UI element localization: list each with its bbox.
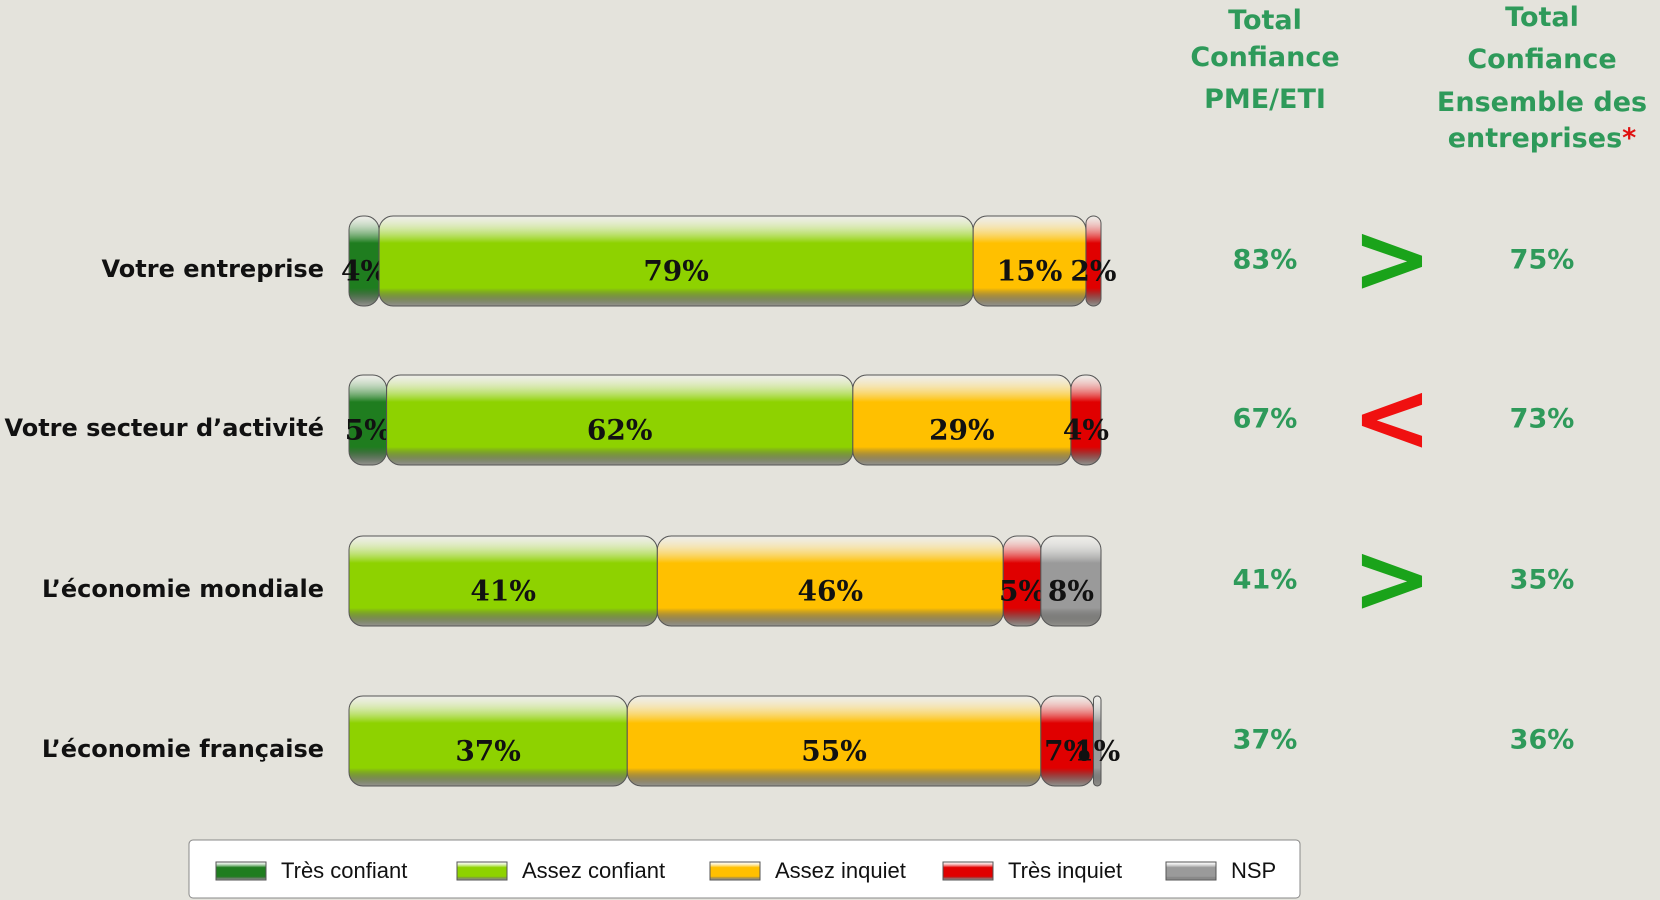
legend-swatch	[942, 861, 994, 881]
total-value: 75%	[1510, 245, 1575, 276]
category-label: L’économie française	[42, 735, 324, 763]
data-label: 15%	[997, 255, 1063, 288]
column-header: Confiance	[1467, 44, 1616, 75]
column-header-text: Total	[1505, 2, 1579, 33]
data-label: 2%	[1070, 255, 1116, 288]
data-label: 41%	[470, 575, 536, 608]
legend-swatch	[1165, 861, 1217, 881]
legend-label: Très inquiet	[1008, 858, 1122, 883]
legend-swatch	[709, 861, 761, 881]
column-header: Ensemble des	[1437, 87, 1647, 118]
column-header: entreprises*	[1448, 123, 1637, 154]
category-label: L’économie mondiale	[42, 575, 324, 603]
column-header-text: Confiance	[1467, 44, 1616, 75]
total-value: 67%	[1233, 404, 1298, 435]
total-value: 83%	[1233, 245, 1298, 276]
footnote-mark: *	[1622, 123, 1636, 154]
legend-label: Assez inquiet	[775, 858, 906, 883]
legend-label: Assez confiant	[522, 858, 665, 883]
data-label: 29%	[929, 414, 995, 447]
bar-segment	[1092, 695, 1102, 787]
data-label: 62%	[587, 414, 653, 447]
category-label: Votre entreprise	[102, 255, 324, 283]
comparison-symbol: <	[1352, 361, 1432, 473]
column-header: PME/ETI	[1204, 84, 1326, 115]
column-header: Total	[1505, 2, 1579, 33]
data-label: 5%	[345, 414, 391, 447]
total-value: 41%	[1233, 565, 1298, 596]
bar-segment	[1085, 215, 1102, 307]
column-header-text: entreprises	[1448, 123, 1622, 154]
data-label: 46%	[797, 575, 863, 608]
total-value: 36%	[1510, 725, 1575, 756]
column-header-text: Total	[1228, 5, 1302, 36]
total-value: 37%	[1233, 725, 1298, 756]
legend-swatch	[456, 861, 508, 881]
data-label: 79%	[643, 255, 709, 288]
column-header-text: PME/ETI	[1204, 84, 1326, 115]
comparison-symbol: >	[1352, 202, 1432, 314]
category-label: Votre secteur d’activité	[4, 414, 324, 442]
column-header-text: Ensemble des	[1437, 87, 1647, 118]
bar-segment	[1040, 535, 1102, 627]
column-header-text: Confiance	[1190, 42, 1339, 73]
legend-swatch	[215, 861, 267, 881]
data-label: 37%	[455, 735, 521, 768]
data-label: 5%	[999, 575, 1045, 608]
data-label: 8%	[1048, 575, 1094, 608]
column-header: Total	[1228, 5, 1302, 36]
column-header: Confiance	[1190, 42, 1339, 73]
data-label: 4%	[1063, 414, 1109, 447]
data-label: 7%	[1044, 735, 1090, 768]
total-value: 35%	[1510, 565, 1575, 596]
total-value: 73%	[1510, 404, 1575, 435]
comparison-symbol: >	[1352, 522, 1432, 634]
data-label: 1%	[1074, 735, 1120, 768]
legend-label: NSP	[1231, 858, 1276, 883]
data-label: 55%	[801, 735, 867, 768]
legend-label: Très confiant	[281, 858, 407, 883]
bar-segment	[1070, 374, 1102, 466]
